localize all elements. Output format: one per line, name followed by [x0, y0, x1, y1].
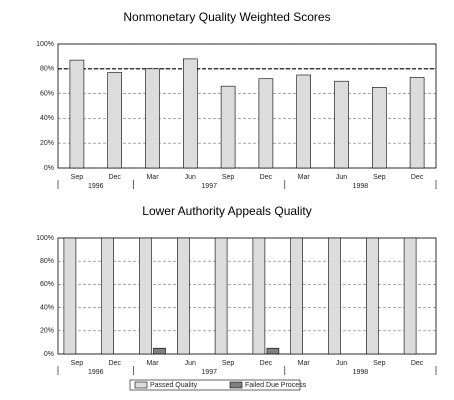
legend-label: Passed Quality: [150, 382, 198, 389]
bar: [153, 347, 166, 355]
x-tick-label: Jun: [336, 360, 347, 367]
x-tick-label: Jun: [185, 174, 196, 181]
bar: [409, 77, 425, 169]
legend-swatch: [229, 381, 243, 389]
bar: [296, 74, 312, 169]
bar: [290, 237, 304, 355]
y-tick-label: 40%: [40, 115, 54, 122]
x-tick-label: Mar: [146, 360, 159, 367]
legend-label: Failed Due Process: [245, 382, 307, 389]
x-tick-label: Mar: [146, 174, 159, 181]
x-group-label: 1998: [353, 183, 369, 190]
x-group-label: 1996: [88, 369, 104, 376]
bar: [371, 87, 387, 169]
plot-frame: [57, 43, 437, 169]
x-tick-label: Dec: [411, 360, 424, 367]
y-tick-label: 60%: [40, 281, 54, 288]
legend-frame: [129, 379, 301, 391]
bar: [139, 237, 152, 355]
y-tick-label: 20%: [40, 140, 54, 147]
y-tick-label: 0%: [44, 351, 54, 358]
x-tick-label: Mar: [298, 174, 311, 181]
bar: [177, 237, 190, 355]
bar: [334, 80, 349, 169]
chart-title: Nonmonetary Quality Weighted Scores: [123, 10, 330, 24]
bar: [69, 59, 85, 169]
bar: [220, 85, 236, 169]
y-tick-label: 40%: [40, 304, 54, 311]
chart-title: Lower Authority Appeals Quality: [142, 204, 311, 218]
y-tick-label: 100%: [36, 235, 54, 242]
bar: [101, 237, 114, 355]
x-tick-label: Jun: [185, 360, 196, 367]
y-tick-label: 0%: [44, 165, 54, 172]
x-tick-label: Dec: [411, 174, 424, 181]
bar: [183, 58, 198, 169]
x-tick-label: Jun: [336, 174, 347, 181]
y-tick-label: 100%: [36, 41, 54, 48]
x-tick-label: Mar: [298, 360, 311, 367]
x-tick-label: Dec: [108, 174, 121, 181]
bar: [63, 237, 77, 355]
plot-frame: [57, 237, 437, 355]
y-tick-label: 80%: [40, 258, 54, 265]
x-tick-label: Dec: [260, 174, 273, 181]
x-tick-label: Sep: [71, 174, 84, 181]
x-tick-label: Dec: [108, 360, 121, 367]
bar: [258, 78, 274, 169]
bar: [328, 237, 341, 355]
y-tick-label: 20%: [40, 328, 54, 335]
bar: [107, 72, 122, 169]
bar: [252, 237, 266, 355]
x-tick-label: Sep: [373, 174, 386, 181]
x-tick-label: Dec: [260, 360, 273, 367]
bar: [365, 237, 379, 355]
bar: [266, 347, 280, 355]
legend-swatch: [134, 381, 148, 389]
x-tick-label: Sep: [71, 360, 84, 367]
y-tick-label: 80%: [40, 66, 54, 73]
x-group-label: 1996: [88, 183, 104, 190]
x-group-label: 1997: [201, 369, 217, 376]
x-tick-label: Sep: [222, 174, 235, 181]
x-group-label: 1997: [201, 183, 217, 190]
bar: [145, 68, 160, 169]
bar: [403, 237, 417, 355]
x-tick-label: Sep: [222, 360, 235, 367]
x-tick-label: Sep: [373, 360, 386, 367]
bar: [214, 237, 228, 355]
x-group-label: 1998: [353, 369, 369, 376]
y-tick-label: 60%: [40, 90, 54, 97]
